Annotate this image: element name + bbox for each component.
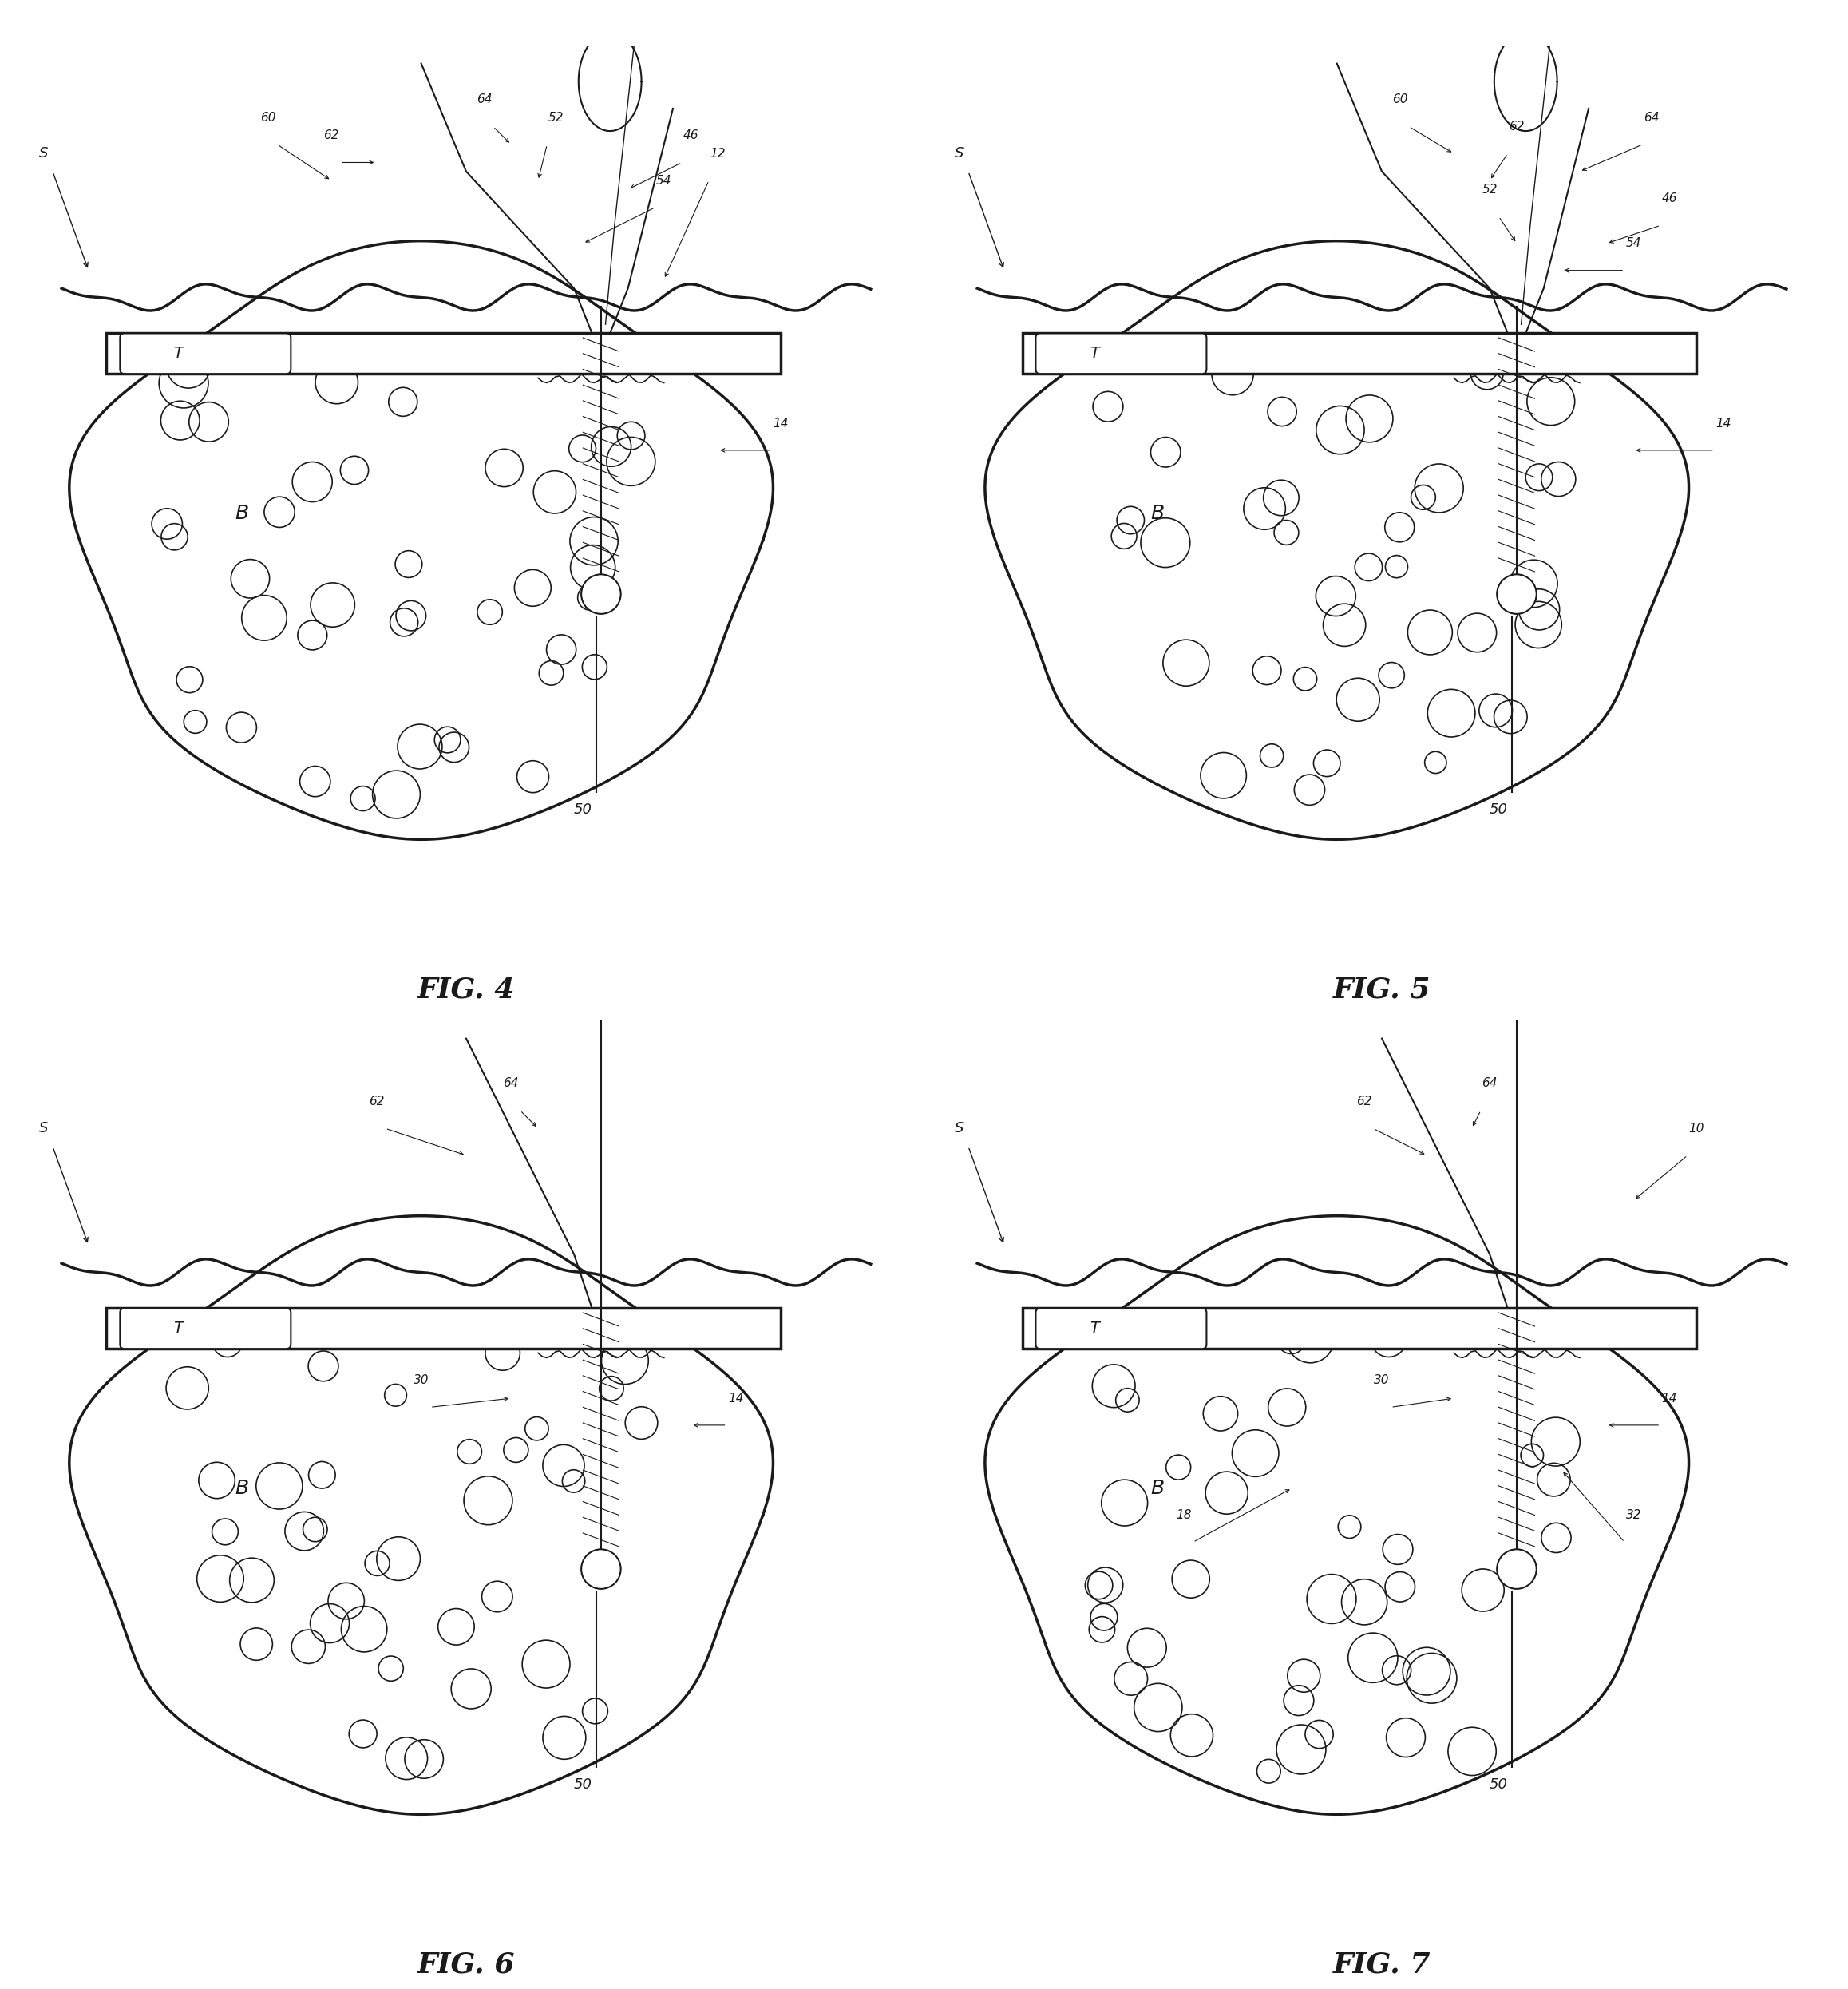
FancyBboxPatch shape — [1022, 334, 1696, 374]
Text: 46: 46 — [684, 129, 699, 141]
Text: 64: 64 — [503, 1078, 519, 1090]
Polygon shape — [68, 241, 772, 839]
Text: 62: 62 — [1510, 121, 1525, 133]
Text: FIG. 6: FIG. 6 — [418, 1951, 516, 1979]
Text: 10: 10 — [1689, 1122, 1704, 1134]
Text: 60: 60 — [261, 111, 275, 123]
Text: 64: 64 — [477, 93, 492, 105]
FancyBboxPatch shape — [120, 334, 290, 374]
Text: 52: 52 — [1482, 183, 1497, 195]
Text: S: S — [955, 147, 965, 161]
Text: 50: 50 — [575, 1778, 591, 1792]
Text: T: T — [174, 1321, 183, 1337]
Text: 14: 14 — [728, 1392, 743, 1404]
Text: 18: 18 — [1177, 1510, 1192, 1522]
Text: 14: 14 — [772, 418, 789, 430]
Circle shape — [582, 1549, 621, 1589]
FancyBboxPatch shape — [107, 1309, 782, 1349]
Text: B: B — [235, 503, 248, 523]
Text: 52: 52 — [549, 111, 564, 123]
Text: S: S — [39, 1122, 48, 1136]
Text: 54: 54 — [1626, 237, 1641, 249]
Circle shape — [582, 575, 621, 615]
Polygon shape — [68, 1215, 772, 1814]
Text: 14: 14 — [1715, 418, 1732, 430]
Text: 62: 62 — [323, 129, 338, 141]
Text: B: B — [235, 1478, 248, 1498]
FancyBboxPatch shape — [120, 1309, 290, 1349]
Text: 32: 32 — [1626, 1510, 1641, 1522]
Text: S: S — [955, 1122, 965, 1136]
Text: 14: 14 — [1661, 1392, 1678, 1404]
Text: 54: 54 — [656, 175, 671, 187]
Text: FIG. 7: FIG. 7 — [1332, 1951, 1430, 1979]
Text: 12: 12 — [710, 147, 726, 159]
Text: T: T — [1090, 1321, 1100, 1337]
Text: T: T — [1090, 346, 1100, 362]
Text: 50: 50 — [1489, 804, 1508, 817]
Circle shape — [1497, 575, 1536, 615]
Polygon shape — [985, 241, 1689, 839]
Text: T: T — [174, 346, 183, 362]
Text: 50: 50 — [575, 804, 591, 817]
Text: B: B — [1149, 1478, 1164, 1498]
Text: B: B — [1149, 503, 1164, 523]
Text: 60: 60 — [1392, 93, 1408, 105]
Text: 50: 50 — [1489, 1778, 1508, 1792]
Circle shape — [1497, 1549, 1536, 1589]
Text: FIG. 4: FIG. 4 — [418, 977, 516, 1002]
FancyBboxPatch shape — [107, 334, 782, 374]
Text: FIG. 5: FIG. 5 — [1332, 977, 1430, 1002]
Text: 30: 30 — [1375, 1374, 1390, 1386]
Polygon shape — [985, 1215, 1689, 1814]
Text: 30: 30 — [414, 1374, 429, 1386]
FancyBboxPatch shape — [1035, 1309, 1207, 1349]
Text: 64: 64 — [1482, 1078, 1497, 1090]
FancyBboxPatch shape — [1022, 1309, 1696, 1349]
Text: 64: 64 — [1643, 111, 1660, 123]
Text: S: S — [39, 147, 48, 161]
Text: 46: 46 — [1661, 193, 1678, 205]
FancyBboxPatch shape — [1035, 334, 1207, 374]
Text: 62: 62 — [368, 1096, 384, 1108]
Text: 62: 62 — [1356, 1096, 1371, 1108]
